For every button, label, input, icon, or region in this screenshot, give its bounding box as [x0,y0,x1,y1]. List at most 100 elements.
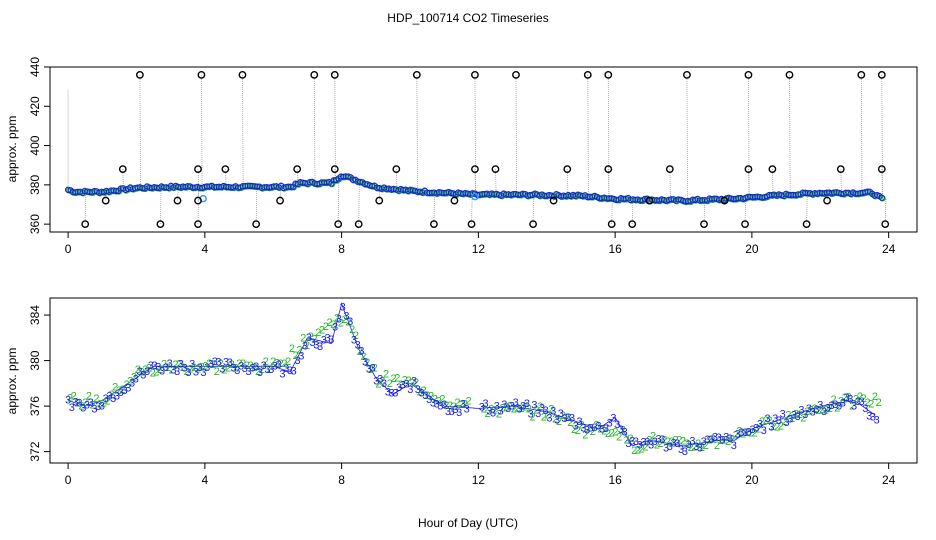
series-3-marker: 3 [780,408,786,420]
series-3-marker: 3 [565,412,571,424]
series-2-marker: 2 [138,366,144,378]
series-2-marker: 2 [334,313,340,325]
series-3-marker: 3 [599,423,605,435]
series-3-marker: 3 [633,436,639,448]
flagged-point [81,220,90,229]
series-3-marker: 3 [238,360,244,372]
series-3-marker: 3 [309,337,315,349]
series-2-marker: 2 [330,319,336,331]
series-2-marker: 2 [755,423,761,435]
series-3-marker: 3 [629,436,635,448]
series-2-marker: 2 [97,398,103,410]
series-2-marker: 2 [725,436,731,448]
y-tick-label: 372 [28,441,42,461]
chart-title: HDP_100714 CO2 Timeseries [387,11,548,25]
flagged-point [293,165,302,174]
series-3-marker: 3 [731,440,737,452]
series-2-marker: 2 [112,381,118,393]
series-2-marker: 2 [436,395,442,407]
series-2-marker: 2 [278,358,284,370]
drop-line [337,177,340,225]
series-3-marker: 3 [772,413,778,425]
series-3-marker: 3 [516,403,522,415]
series-2-marker: 2 [349,324,355,336]
series-3-marker: 3 [513,397,519,409]
series-3-marker: 3 [821,406,827,418]
drop-line [881,74,883,199]
series-2-marker: 2 [560,410,566,422]
x-tick-label: 0 [65,473,72,487]
drop-line [611,198,613,225]
series-2-marker: 2 [266,364,272,376]
flagged-point [197,70,206,79]
drop-line [686,74,689,201]
series-2-marker: 2 [575,425,581,437]
drop-line [84,191,87,225]
flagged-point [512,70,520,79]
series-2-marker: 2 [793,409,799,421]
series-3-marker: 3 [704,434,710,446]
series-2-marker: 2 [409,377,415,389]
series-2-marker: 2 [135,364,141,376]
series-3-marker: 3 [874,415,880,427]
series-2-marker: 2 [857,391,863,403]
series-3-marker: 3 [197,362,203,374]
x-tick-label: 16 [608,242,622,256]
drop-line [201,74,203,187]
x-tick-label: 4 [202,473,209,487]
series-3-marker: 3 [332,322,338,334]
series-2-marker: 2 [556,416,562,428]
drop-line [748,169,750,198]
series-3-marker: 3 [577,416,583,428]
series-3-marker: 3 [336,314,342,326]
series-3-marker: 3 [234,365,240,377]
flagged-point [741,220,749,229]
series-3-marker: 3 [377,373,383,385]
series-cyan-point [471,192,479,201]
series-2-marker: 2 [699,442,705,454]
flagged-point [135,70,144,79]
series-3-marker: 3 [460,398,466,410]
series-3-marker: 3 [671,438,677,450]
series-2-marker: 2 [812,403,818,415]
x-tick-label: 8 [338,473,345,487]
drop-line [433,192,436,225]
series-3-marker: 3 [765,413,771,425]
series-2-marker: 2 [488,404,494,416]
series-2-marker: 2 [319,324,325,336]
flagged-point [471,70,479,79]
series-2-marker: 2 [229,359,235,371]
series-3-marker: 3 [182,362,188,374]
series-2-marker: 2 [507,401,513,413]
series-2-marker: 2 [357,346,363,358]
flagged-point [877,165,886,174]
series-2-marker: 2 [308,331,314,343]
series-3-marker: 3 [88,397,94,409]
series-2-marker: 2 [639,443,645,455]
flagged-point [768,165,777,174]
series-3-marker: 3 [682,446,688,458]
y-tick-label: 380 [28,350,42,370]
flagged-point [549,196,558,205]
series-3-marker: 3 [253,361,259,373]
series-2-marker: 2 [804,406,810,418]
series-2-marker: 2 [75,398,81,410]
flagged-point [412,70,421,79]
series-2-marker: 2 [563,412,569,424]
series-3-marker: 3 [437,400,443,412]
series-3-marker: 3 [110,393,116,405]
series-3-marker: 3 [535,408,541,420]
series-3-marker: 3 [738,427,744,439]
series-3-marker: 3 [219,364,225,376]
series-2-marker: 2 [861,393,867,405]
series-2-marker: 2 [537,401,543,413]
drop-line [860,74,863,193]
series-3-marker: 3 [674,438,680,450]
series-2-marker: 2 [842,392,848,404]
flagged-point [101,196,110,205]
top-panel: approx. ppm 0 4 8 12 16 20 24 360 380 400 420 440 [5,57,918,256]
series-3-marker: 3 [607,417,613,429]
flagged-point [785,70,794,79]
series-3-marker: 3 [430,398,436,410]
